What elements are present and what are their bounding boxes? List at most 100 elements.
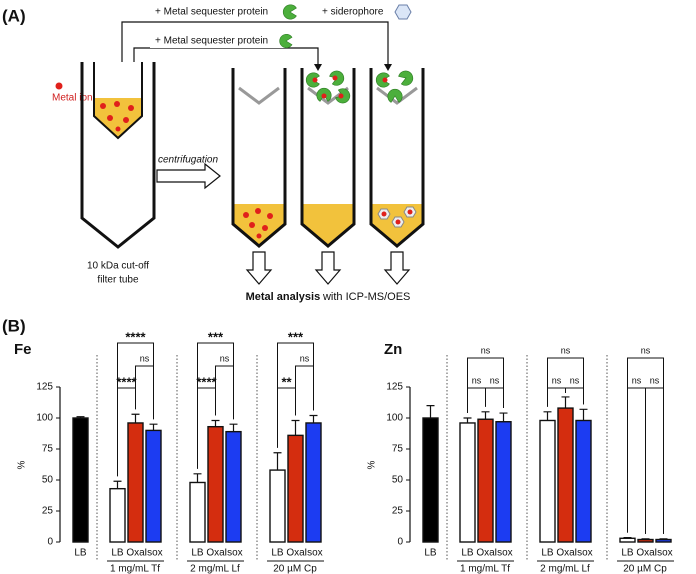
- x-tick-label: LB: [541, 548, 554, 559]
- significance-bracket: [215, 365, 234, 420]
- group-label: 2 mg/mL Lf: [540, 564, 590, 574]
- bar: [477, 418, 494, 543]
- y-tick-label: 125: [36, 382, 53, 393]
- bar: [655, 538, 672, 543]
- significance-label: ns: [300, 353, 310, 363]
- y-tick-label: 75: [42, 444, 54, 455]
- filter-insert: [93, 62, 143, 140]
- group-label: 20 µM Cp: [623, 564, 667, 574]
- bar: [287, 434, 304, 543]
- error-bar: [659, 538, 668, 540]
- error-bar: [113, 480, 122, 489]
- significance-label: ns: [632, 375, 642, 385]
- panel-label: (B): [2, 316, 26, 335]
- significance-bracket: [135, 365, 154, 420]
- siderophore-icon: [394, 4, 412, 20]
- bar: [557, 407, 574, 543]
- significance-bracket: [277, 342, 314, 448]
- significance-bracket: [295, 365, 314, 416]
- group-label: 20 µM Cp: [273, 564, 317, 574]
- x-tick-label: LB: [271, 548, 284, 559]
- top-label: + Metal sequester protein: [155, 7, 268, 18]
- x-tick-label: LB: [74, 548, 87, 559]
- process-arrow: [156, 162, 221, 190]
- flow-line: [133, 47, 319, 66]
- significance-label: ns: [481, 345, 491, 355]
- x-tick-label: LB: [424, 548, 437, 559]
- significance-bracket: [645, 387, 664, 534]
- significance-label: ****: [125, 329, 146, 344]
- x-tick-label: Isox: [574, 548, 592, 559]
- error-bar: [193, 473, 202, 483]
- bar: [422, 417, 439, 543]
- analysis-label: Metal analysis with ICP-MS/OES: [246, 291, 411, 303]
- middle-label: + Metal sequester protein: [155, 36, 268, 47]
- significance-bracket: [627, 387, 646, 534]
- group-label: 1 mg/mL Tf: [110, 564, 160, 574]
- significance-label: ***: [208, 329, 224, 344]
- tube-set: [231, 68, 425, 285]
- tube: [80, 62, 156, 249]
- error-bar: [76, 416, 85, 418]
- significance-bracket: [627, 357, 664, 534]
- y-tick-label: 50: [42, 475, 54, 486]
- y-tick-label: 50: [392, 475, 404, 486]
- bar: [109, 487, 126, 543]
- error-bar: [426, 405, 435, 418]
- analysis-bold: Metal analysis: [246, 291, 321, 303]
- significance-bracket: [467, 357, 504, 413]
- error-bar: [481, 411, 490, 420]
- x-tick-label: Oxa: [556, 548, 575, 559]
- bar: [225, 430, 242, 543]
- significance-label: ns: [220, 353, 230, 363]
- arrow-head: [384, 64, 392, 71]
- significance-bracket: [117, 342, 154, 477]
- error-bar: [309, 414, 318, 423]
- x-tick-label: Oxa: [206, 548, 225, 559]
- significance-label: ns: [490, 375, 500, 385]
- arrow-head: [314, 64, 322, 71]
- error-bar: [641, 538, 650, 540]
- bar: [305, 422, 322, 543]
- x-tick-label: Oxa: [286, 548, 305, 559]
- y-tick-label: 0: [47, 537, 53, 548]
- top-label: + siderophore: [322, 7, 384, 18]
- significance-label: ns: [650, 375, 660, 385]
- error-bar: [273, 452, 282, 471]
- process-label: centrifugation: [158, 155, 218, 166]
- x-tick-label: Oxa: [476, 548, 495, 559]
- error-bar: [149, 423, 158, 431]
- bar: [575, 419, 592, 543]
- significance-bracket: [547, 357, 584, 407]
- metal-ion-icon: [55, 82, 63, 90]
- group-label: 1 mg/mL Tf: [460, 564, 510, 574]
- label-bg: [150, 35, 285, 48]
- x-tick-label: LB: [461, 548, 474, 559]
- error-bar: [291, 419, 300, 436]
- group-label: 2 mg/mL Lf: [190, 564, 240, 574]
- error-bar: [463, 417, 472, 423]
- y-tick-label: 100: [36, 413, 53, 424]
- bar: [127, 422, 144, 543]
- significance-label: ****: [116, 374, 137, 389]
- error-bar: [579, 408, 588, 421]
- bar: [207, 425, 224, 543]
- significance-bracket: [485, 387, 504, 409]
- significance-bracket: [565, 387, 584, 405]
- label-bg: [150, 5, 410, 19]
- x-tick-label: LB: [111, 548, 124, 559]
- x-tick-label: Isox: [304, 548, 322, 559]
- bar: [459, 422, 476, 543]
- bar: [495, 421, 512, 543]
- error-bar: [499, 412, 508, 422]
- bar: [145, 429, 162, 543]
- chart-title: Fe: [14, 341, 32, 358]
- significance-label: **: [281, 374, 292, 389]
- y-tick-label: 100: [386, 413, 403, 424]
- bar: [269, 469, 286, 543]
- y-axis-label: %: [367, 460, 378, 469]
- y-tick-label: 75: [392, 444, 404, 455]
- error-bar: [561, 396, 570, 409]
- y-tick-label: 25: [42, 506, 54, 517]
